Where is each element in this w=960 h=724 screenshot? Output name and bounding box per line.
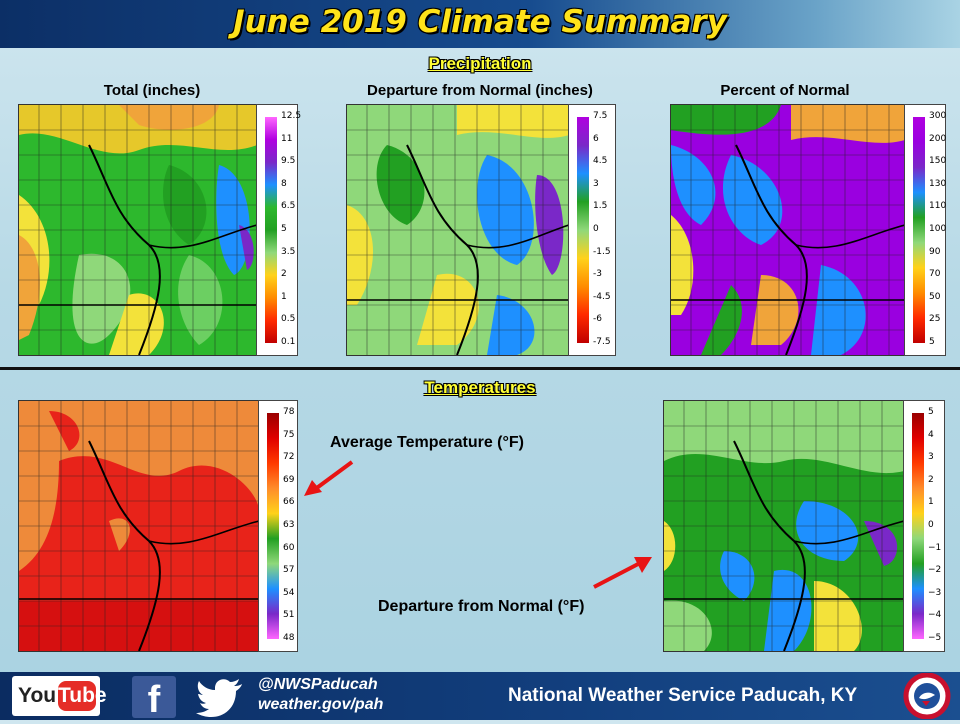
legend-tick-label: 150 <box>929 156 947 167</box>
legend-tick-label: -7.5 <box>593 337 611 347</box>
annotation-temperature-departure: Departure from Normal (°F) <box>378 598 585 615</box>
legend-tick-label: −2 <box>928 565 942 576</box>
office-name: National Weather Service Paducah, KY <box>508 685 858 706</box>
map-label-percent-normal: Percent of Normal <box>720 82 850 99</box>
legend-colorbar <box>577 117 589 343</box>
legend-tick-label: 100 <box>929 224 947 234</box>
legend-tick-label: 25 <box>929 314 941 325</box>
section-divider <box>0 367 960 370</box>
legend-tick-label: 0.5 <box>281 314 296 325</box>
legend-colorbar <box>912 413 924 639</box>
legend-tick-label: -3 <box>593 269 602 280</box>
legend-tick-label: 6.5 <box>281 201 296 212</box>
map-precip-total <box>18 104 258 356</box>
legend-tick-label: 7.5 <box>593 111 608 121</box>
nws-logo-icon <box>903 673 951 719</box>
legend-tick-label: 90 <box>929 246 941 257</box>
twitter-handle[interactable]: @NWSPaducah <box>258 676 378 693</box>
legend-tick-label: 200 <box>929 133 947 144</box>
legend-tick-label: 5 <box>928 407 934 417</box>
youtube-you-text: You <box>18 684 57 707</box>
legend-tick-label: 4.5 <box>593 156 608 167</box>
section-temperatures-heading: Temperatures <box>424 378 536 397</box>
legend-tick-label: 4 <box>928 429 934 440</box>
legend-tick-label: 5 <box>929 337 935 347</box>
youtube-icon[interactable]: You Tube <box>12 676 107 716</box>
annotation-average-temperature: Average Temperature (°F) <box>330 434 525 451</box>
legend-tick-label: 72 <box>283 452 295 463</box>
legend-temperature-departure: 5 4 3 2 1 0 −1 −2 −3 −4 −5 <box>903 400 945 652</box>
legend-tick-label: 8 <box>281 178 287 189</box>
legend-tick-label: -6 <box>593 314 602 325</box>
twitter-icon[interactable] <box>196 676 246 718</box>
legend-tick-label: 66 <box>283 497 295 508</box>
page-title: June 2019 Climate Summary <box>233 4 727 40</box>
facebook-icon[interactable]: f <box>132 676 176 721</box>
legend-tick-label: −3 <box>928 587 942 598</box>
youtube-tube-text: Tube <box>58 681 107 711</box>
legend-tick-label: 1.5 <box>593 201 608 212</box>
legend-tick-label: 70 <box>929 269 941 280</box>
legend-precip-departure: 7.5 6 4.5 3 1.5 0 -1.5 -3 -4.5 -6 -7.5 <box>568 104 616 356</box>
legend-tick-label: 54 <box>283 587 295 598</box>
legend-tick-label: −4 <box>928 610 942 621</box>
legend-colorbar <box>913 117 925 343</box>
legend-tick-label: 0.1 <box>281 337 296 347</box>
legend-tick-label: 0 <box>928 520 934 530</box>
map-label-precip-departure: Departure from Normal (inches) <box>367 82 593 99</box>
legend-average-temperature: 78 75 72 69 66 63 60 57 54 51 48 <box>258 400 298 652</box>
legend-tick-label: 48 <box>283 633 295 643</box>
map-label-precip-total: Total (inches) <box>103 82 201 99</box>
legend-tick-label: 110 <box>929 201 947 212</box>
arrow-to-temperature-departure-map <box>593 557 652 589</box>
legend-tick-label: 1 <box>281 291 287 302</box>
legend-tick-label: 1 <box>928 497 934 508</box>
legend-tick-label: 69 <box>283 474 295 485</box>
legend-tick-label: −5 <box>928 633 942 643</box>
legend-tick-label: 300 <box>929 111 947 121</box>
legend-tick-label: 2 <box>281 269 287 280</box>
legend-tick-label: 9.5 <box>281 156 296 167</box>
legend-tick-label: 5 <box>281 224 287 234</box>
legend-tick-label: -1.5 <box>593 246 611 257</box>
arrow-to-average-temperature-map <box>304 460 354 496</box>
map-precip-departure <box>346 104 570 356</box>
map-temperature-departure <box>663 400 905 652</box>
legend-tick-label: 63 <box>283 520 295 530</box>
legend-percent-normal: 300 200 150 130 110 100 90 70 50 25 5 <box>904 104 946 356</box>
legend-colorbar <box>265 117 277 343</box>
legend-tick-label: −1 <box>928 542 942 553</box>
legend-tick-label: 130 <box>929 178 947 189</box>
map-percent-normal <box>670 104 906 356</box>
legend-tick-label: 6 <box>593 133 599 144</box>
legend-tick-label: 78 <box>283 407 295 417</box>
website-link[interactable]: weather.gov/pah <box>258 696 384 713</box>
legend-tick-label: 2 <box>928 474 934 485</box>
map-average-temperature <box>18 400 260 652</box>
legend-precip-total: 12.5 11 9.5 8 6.5 5 3.5 2 1 0.5 0.1 <box>256 104 302 356</box>
social-links: @NWSPaducah weather.gov/pah <box>258 675 383 715</box>
legend-tick-label: 3.5 <box>281 246 296 257</box>
legend-tick-label: -4.5 <box>593 291 611 302</box>
legend-tick-label: 75 <box>283 429 295 440</box>
header-banner <box>0 0 960 48</box>
legend-tick-label: 60 <box>283 542 295 553</box>
legend-tick-label: 11 <box>281 133 293 144</box>
legend-tick-label: 3 <box>593 178 599 189</box>
legend-tick-label: 50 <box>929 291 941 302</box>
section-precipitation-heading: Precipitation <box>428 54 532 73</box>
legend-tick-label: 0 <box>593 224 599 234</box>
legend-tick-label: 12.5 <box>281 111 302 121</box>
legend-tick-label: 57 <box>283 565 295 576</box>
legend-tick-label: 51 <box>283 610 295 621</box>
legend-colorbar <box>267 413 279 639</box>
legend-tick-label: 3 <box>928 452 934 463</box>
